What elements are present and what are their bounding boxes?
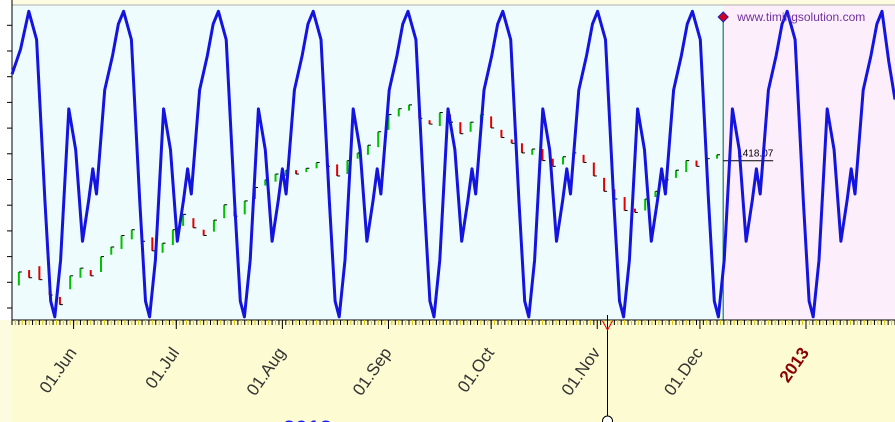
- year-label: 2012: [283, 416, 332, 422]
- plot-area: [12, 5, 724, 320]
- cursor-handle: [602, 415, 614, 422]
- cursor-marker: [602, 320, 613, 332]
- divider-marker: [717, 11, 729, 23]
- left-margin: [0, 0, 12, 320]
- last-price-label: 1418.07: [737, 148, 774, 159]
- cycle-line: [10, 9, 895, 319]
- projection-area: [723, 5, 895, 320]
- watermark: www.timingsolution.com: [736, 10, 865, 24]
- x-axis-band: [12, 320, 895, 422]
